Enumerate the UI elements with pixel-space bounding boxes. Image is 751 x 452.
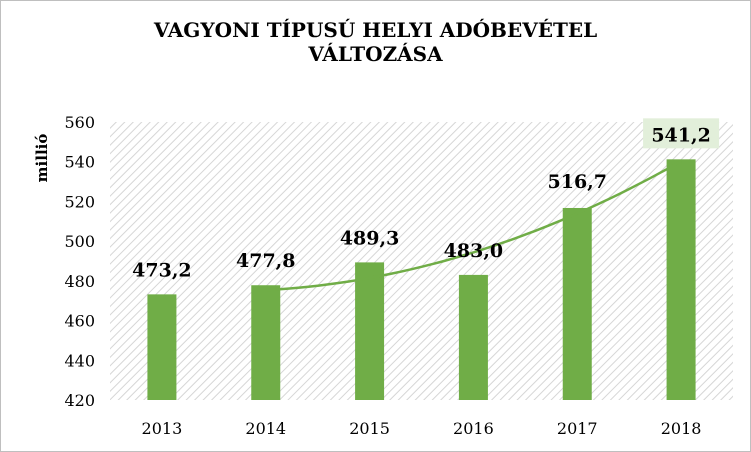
x-tick-label: 2015 bbox=[349, 419, 390, 438]
y-tick-label: 540 bbox=[64, 153, 95, 172]
trend-line bbox=[265, 160, 682, 292]
y-tick-label: 520 bbox=[64, 192, 95, 211]
chart-title-line-2: VÁLTOZÁSA bbox=[308, 42, 443, 66]
x-tick-label: 2016 bbox=[453, 419, 494, 438]
y-tick-label: 500 bbox=[64, 232, 95, 251]
data-label: 483,0 bbox=[444, 240, 504, 262]
data-label: 489,3 bbox=[340, 227, 400, 249]
bar-2016 bbox=[458, 274, 488, 400]
x-tick-label: 2013 bbox=[142, 419, 183, 438]
y-axis-label: millió bbox=[33, 134, 51, 183]
y-tick-label: 460 bbox=[64, 312, 95, 331]
bar-2013 bbox=[147, 294, 177, 400]
y-tick-label: 560 bbox=[64, 113, 95, 132]
y-tick-label: 420 bbox=[64, 391, 95, 410]
plot-area bbox=[110, 122, 733, 400]
chart-title-line-1: VAGYONI TÍPUSÚ HELYI ADÓBEVÉTEL bbox=[153, 18, 598, 42]
data-label: 541,2 bbox=[651, 124, 711, 146]
bar-2018 bbox=[666, 159, 696, 400]
x-tick-label: 2017 bbox=[557, 419, 598, 438]
x-tick-label: 2018 bbox=[661, 419, 702, 438]
y-tick-label: 440 bbox=[64, 351, 95, 370]
data-label: 516,7 bbox=[548, 171, 608, 193]
data-label-highlight bbox=[643, 118, 720, 149]
bar-2015 bbox=[355, 262, 385, 400]
data-label: 477,8 bbox=[236, 250, 296, 272]
y-tick-label: 480 bbox=[64, 272, 95, 291]
bar-2017 bbox=[562, 207, 592, 400]
x-tick-label: 2014 bbox=[245, 419, 286, 438]
chart-title: VAGYONI TÍPUSÚ HELYI ADÓBEVÉTEL VÁLTOZÁS… bbox=[0, 18, 751, 66]
data-label: 473,2 bbox=[132, 259, 192, 281]
bar-2014 bbox=[251, 285, 281, 400]
